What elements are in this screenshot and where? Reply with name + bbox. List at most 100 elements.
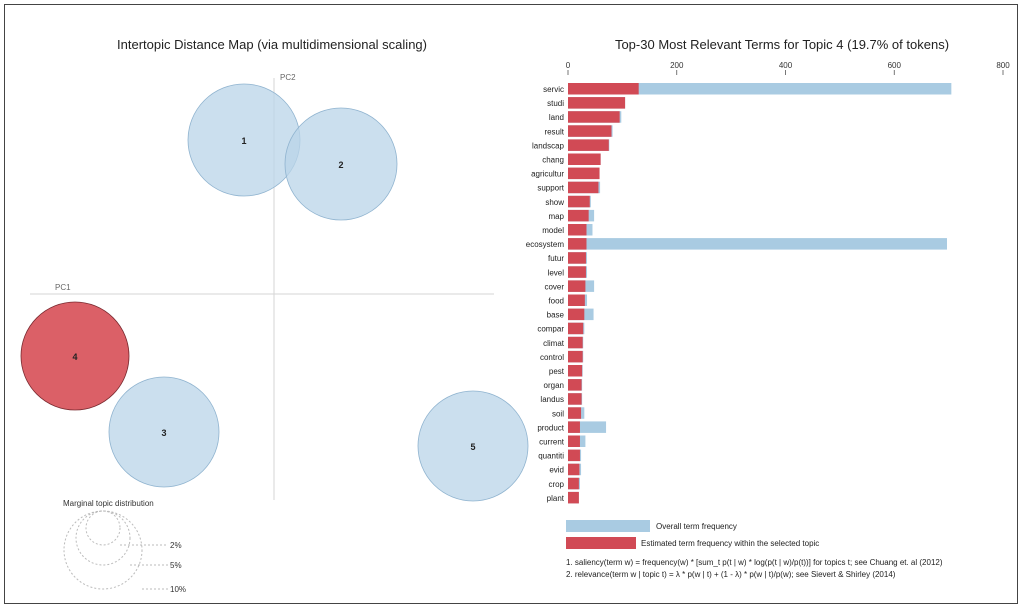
- bar-estimated-crop[interactable]: [568, 477, 579, 490]
- bar-estimated-servic[interactable]: [568, 83, 639, 95]
- pc2-axis-label: PC2: [280, 73, 296, 82]
- bar-estimated-current[interactable]: [568, 435, 580, 448]
- topic-label-5: 5: [470, 442, 475, 452]
- topic-circle-5[interactable]: [417, 390, 529, 502]
- bar-estimated-model[interactable]: [568, 224, 587, 236]
- topic-circle-3[interactable]: [108, 376, 220, 488]
- bar-estimated-landus[interactable]: [568, 393, 582, 405]
- topic-label-4: 4: [72, 352, 77, 362]
- bar-estimated-compar[interactable]: [568, 322, 584, 335]
- legend-estimated-label: Estimated term frequency within the sele…: [641, 539, 819, 548]
- bar-estimated-quantiti[interactable]: [568, 449, 580, 462]
- marginal-circle-2: [85, 510, 121, 546]
- left-panel-title: Intertopic Distance Map (via multidimens…: [117, 37, 427, 52]
- term-label-level[interactable]: level: [548, 268, 565, 277]
- marginal-distribution-title: Marginal topic distribution: [63, 499, 154, 508]
- legend-estimated-swatch: [566, 537, 636, 549]
- right-panel-title: Top-30 Most Relevant Terms for Topic 4 (…: [615, 37, 949, 52]
- bar-estimated-cover[interactable]: [568, 280, 586, 292]
- bar-estimated-food[interactable]: [568, 294, 585, 307]
- term-label-model[interactable]: model: [542, 226, 564, 235]
- topic-circle-4[interactable]: [20, 301, 130, 411]
- term-label-control[interactable]: control: [540, 353, 564, 362]
- topic-label-1: 1: [241, 136, 246, 146]
- term-label-base[interactable]: base: [547, 311, 565, 320]
- bar-overall-servic[interactable]: [568, 83, 952, 95]
- legend-overall-swatch: [566, 520, 650, 532]
- bar-estimated-organ[interactable]: [568, 379, 582, 391]
- relevance-note: 2. relevance(term w | topic t) = λ * p(w…: [566, 570, 896, 579]
- bar-estimated-plant[interactable]: [568, 491, 579, 504]
- term-label-cover[interactable]: cover: [544, 282, 564, 291]
- term-label-servic[interactable]: servic: [543, 85, 564, 94]
- term-label-climat[interactable]: climat: [543, 339, 565, 348]
- term-label-agricultur[interactable]: agricultur: [531, 170, 564, 179]
- term-label-product[interactable]: product: [537, 423, 564, 432]
- term-label-current[interactable]: current: [539, 438, 565, 447]
- bar-estimated-level[interactable]: [568, 266, 586, 278]
- bar-estimated-futur[interactable]: [568, 252, 586, 264]
- x-tick-label-1: 200: [670, 61, 684, 70]
- term-label-landus[interactable]: landus: [540, 395, 564, 404]
- x-tick-label-4: 800: [996, 61, 1010, 70]
- term-label-crop[interactable]: crop: [548, 480, 564, 489]
- bar-estimated-ecosystem[interactable]: [568, 238, 587, 250]
- bar-overall-product[interactable]: [568, 421, 607, 433]
- x-tick-label-0: 0: [566, 61, 571, 70]
- term-label-pest[interactable]: pest: [549, 367, 565, 376]
- x-tick-label-2: 400: [779, 61, 793, 70]
- topic-label-3: 3: [161, 428, 166, 438]
- bar-estimated-studi[interactable]: [568, 97, 626, 109]
- figure-frame: [4, 4, 1018, 604]
- term-label-evid[interactable]: evid: [549, 466, 564, 475]
- term-label-quantiti[interactable]: quantiti: [538, 452, 564, 461]
- marginal-label-2: 2%: [170, 541, 182, 550]
- bar-overall-ecosystem[interactable]: [568, 238, 947, 250]
- pc1-axis-label: PC1: [55, 283, 71, 292]
- term-label-chang[interactable]: chang: [542, 156, 564, 165]
- bar-estimated-climat[interactable]: [568, 336, 583, 349]
- marginal-circle-5: [75, 510, 131, 566]
- bar-estimated-land[interactable]: [568, 111, 620, 123]
- term-label-soil[interactable]: soil: [552, 409, 564, 418]
- marginal-circle-10: [63, 510, 143, 590]
- saliency-note: 1. saliency(term w) = frequency(w) * [su…: [566, 558, 943, 567]
- term-label-support[interactable]: support: [537, 184, 564, 193]
- bar-estimated-evid[interactable]: [568, 463, 580, 476]
- bar-estimated-support[interactable]: [568, 181, 599, 194]
- bar-estimated-map[interactable]: [568, 209, 589, 222]
- term-label-ecosystem[interactable]: ecosystem: [526, 240, 565, 249]
- term-label-studi[interactable]: studi: [547, 99, 564, 108]
- term-label-result[interactable]: result: [544, 127, 564, 136]
- marginal-distribution-legend: 2% 5% 10%: [63, 510, 186, 594]
- bar-estimated-landscap[interactable]: [568, 139, 609, 151]
- term-label-land[interactable]: land: [549, 113, 564, 122]
- term-label-landscap[interactable]: landscap: [532, 141, 565, 150]
- term-label-futur[interactable]: futur: [548, 254, 564, 263]
- bar-x-axis: 0 200 400 600 800: [566, 61, 1010, 75]
- marginal-label-10: 10%: [170, 585, 186, 594]
- bar-estimated-pest[interactable]: [568, 365, 583, 377]
- term-label-organ[interactable]: organ: [544, 381, 564, 390]
- term-label-map[interactable]: map: [548, 212, 564, 221]
- legend-overall-label: Overall term frequency: [656, 522, 737, 531]
- bar-estimated-result[interactable]: [568, 125, 612, 137]
- term-label-compar[interactable]: compar: [537, 325, 564, 334]
- bar-estimated-control[interactable]: [568, 350, 583, 363]
- x-tick-label-3: 600: [888, 61, 902, 70]
- topic-circles: 1 2 3 4 5: [20, 83, 529, 502]
- bar-estimated-soil[interactable]: [568, 407, 582, 419]
- term-label-show[interactable]: show: [545, 198, 564, 207]
- bar-estimated-chang[interactable]: [568, 153, 601, 166]
- topic-circle-2[interactable]: [284, 107, 398, 221]
- bar-estimated-base[interactable]: [568, 308, 585, 321]
- bar-estimated-agricultur[interactable]: [568, 167, 600, 180]
- topic-label-2: 2: [338, 160, 343, 170]
- marginal-label-5: 5%: [170, 561, 182, 570]
- bar-estimated-show[interactable]: [568, 195, 590, 208]
- term-bars: servic studi land result landscap chang agricu…: [526, 83, 952, 504]
- term-label-plant[interactable]: plant: [547, 494, 565, 503]
- bar-estimated-product[interactable]: [568, 421, 580, 433]
- term-label-food[interactable]: food: [548, 297, 564, 306]
